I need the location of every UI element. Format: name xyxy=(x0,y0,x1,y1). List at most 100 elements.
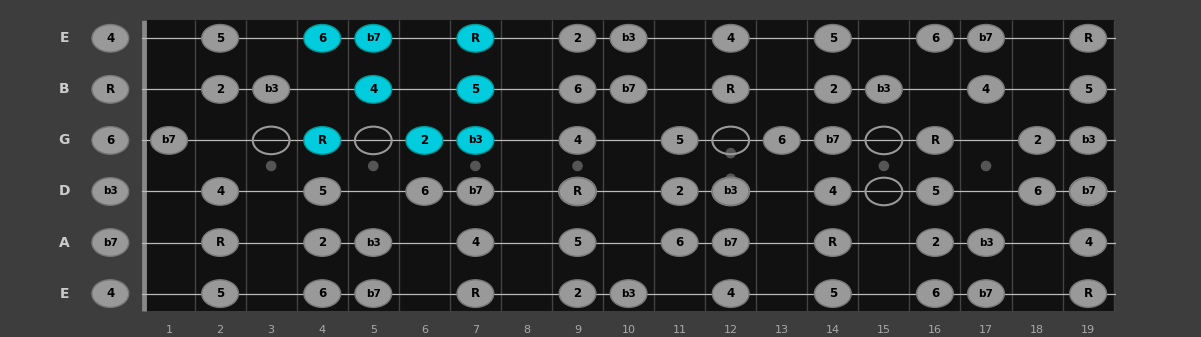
Ellipse shape xyxy=(712,25,749,52)
Ellipse shape xyxy=(406,178,443,205)
Ellipse shape xyxy=(1070,25,1106,52)
Text: R: R xyxy=(1083,287,1093,300)
Text: b7: b7 xyxy=(103,238,118,248)
Text: D: D xyxy=(59,184,70,198)
Text: 14: 14 xyxy=(826,325,839,335)
Circle shape xyxy=(573,161,582,171)
Ellipse shape xyxy=(202,229,239,256)
Ellipse shape xyxy=(916,178,954,205)
Text: 4: 4 xyxy=(471,236,479,249)
Text: 2: 2 xyxy=(216,83,225,96)
Text: b3: b3 xyxy=(979,238,993,248)
Ellipse shape xyxy=(355,75,392,103)
Ellipse shape xyxy=(458,75,494,103)
Text: 2: 2 xyxy=(573,32,581,45)
Ellipse shape xyxy=(252,75,289,103)
Text: 5: 5 xyxy=(829,287,837,300)
Ellipse shape xyxy=(202,178,239,205)
Text: 15: 15 xyxy=(877,325,891,335)
Ellipse shape xyxy=(560,25,596,52)
Text: R: R xyxy=(727,83,735,96)
Ellipse shape xyxy=(1070,229,1106,256)
Text: 6: 6 xyxy=(675,236,683,249)
Text: 2: 2 xyxy=(829,83,837,96)
Text: 4: 4 xyxy=(1085,236,1092,249)
Text: A: A xyxy=(59,236,70,249)
Text: 19: 19 xyxy=(1081,325,1095,335)
Ellipse shape xyxy=(662,178,698,205)
Text: 5: 5 xyxy=(318,185,327,198)
Ellipse shape xyxy=(92,178,129,205)
Ellipse shape xyxy=(355,25,392,52)
Text: R: R xyxy=(573,185,582,198)
Text: 2: 2 xyxy=(931,236,939,249)
Ellipse shape xyxy=(916,229,954,256)
Ellipse shape xyxy=(968,25,1004,52)
Circle shape xyxy=(471,161,480,171)
Text: 5: 5 xyxy=(573,236,581,249)
Text: b7: b7 xyxy=(723,238,739,248)
Text: 17: 17 xyxy=(979,325,993,335)
Text: 6: 6 xyxy=(573,83,581,96)
FancyBboxPatch shape xyxy=(54,2,1147,335)
Ellipse shape xyxy=(560,75,596,103)
Ellipse shape xyxy=(968,75,1004,103)
Ellipse shape xyxy=(304,229,341,256)
Ellipse shape xyxy=(814,178,852,205)
Ellipse shape xyxy=(458,280,494,307)
Ellipse shape xyxy=(968,280,1004,307)
Text: b7: b7 xyxy=(162,135,177,146)
Text: 4: 4 xyxy=(829,185,837,198)
Text: 3: 3 xyxy=(268,325,275,335)
Text: b3: b3 xyxy=(877,84,891,94)
Ellipse shape xyxy=(304,280,341,307)
Text: 5: 5 xyxy=(471,83,479,96)
Text: 5: 5 xyxy=(216,32,225,45)
Text: R: R xyxy=(471,287,480,300)
Text: 2: 2 xyxy=(216,325,223,335)
Ellipse shape xyxy=(610,25,647,52)
Text: b7: b7 xyxy=(825,135,841,146)
Ellipse shape xyxy=(916,25,954,52)
Text: b7: b7 xyxy=(1081,186,1095,196)
Text: b3: b3 xyxy=(103,186,118,196)
Ellipse shape xyxy=(814,229,852,256)
Ellipse shape xyxy=(202,25,239,52)
Text: 5: 5 xyxy=(1085,83,1092,96)
Ellipse shape xyxy=(814,25,852,52)
Ellipse shape xyxy=(1070,75,1106,103)
Text: 4: 4 xyxy=(727,287,735,300)
Ellipse shape xyxy=(916,127,954,154)
Ellipse shape xyxy=(662,229,698,256)
Ellipse shape xyxy=(202,75,239,103)
Ellipse shape xyxy=(355,280,392,307)
Text: 4: 4 xyxy=(982,83,990,96)
Text: 9: 9 xyxy=(574,325,581,335)
Text: 2: 2 xyxy=(420,134,429,147)
Text: 6: 6 xyxy=(931,32,939,45)
Ellipse shape xyxy=(458,229,494,256)
Text: b3: b3 xyxy=(621,288,637,299)
Text: b3: b3 xyxy=(468,135,483,146)
Ellipse shape xyxy=(916,280,954,307)
Ellipse shape xyxy=(662,127,698,154)
Text: b7: b7 xyxy=(366,33,381,43)
Text: R: R xyxy=(215,236,225,249)
Text: 6: 6 xyxy=(420,325,428,335)
Ellipse shape xyxy=(712,178,749,205)
Ellipse shape xyxy=(814,127,852,154)
Text: 8: 8 xyxy=(522,325,530,335)
Text: 6: 6 xyxy=(420,185,429,198)
Ellipse shape xyxy=(458,25,494,52)
Circle shape xyxy=(727,149,735,158)
Text: 6: 6 xyxy=(777,134,785,147)
Ellipse shape xyxy=(92,280,129,307)
Text: 4: 4 xyxy=(573,134,581,147)
Text: R: R xyxy=(829,236,837,249)
Ellipse shape xyxy=(1070,178,1106,205)
Ellipse shape xyxy=(92,25,129,52)
Circle shape xyxy=(267,161,276,171)
Text: 13: 13 xyxy=(775,325,789,335)
Text: 6: 6 xyxy=(931,287,939,300)
Ellipse shape xyxy=(92,75,129,103)
